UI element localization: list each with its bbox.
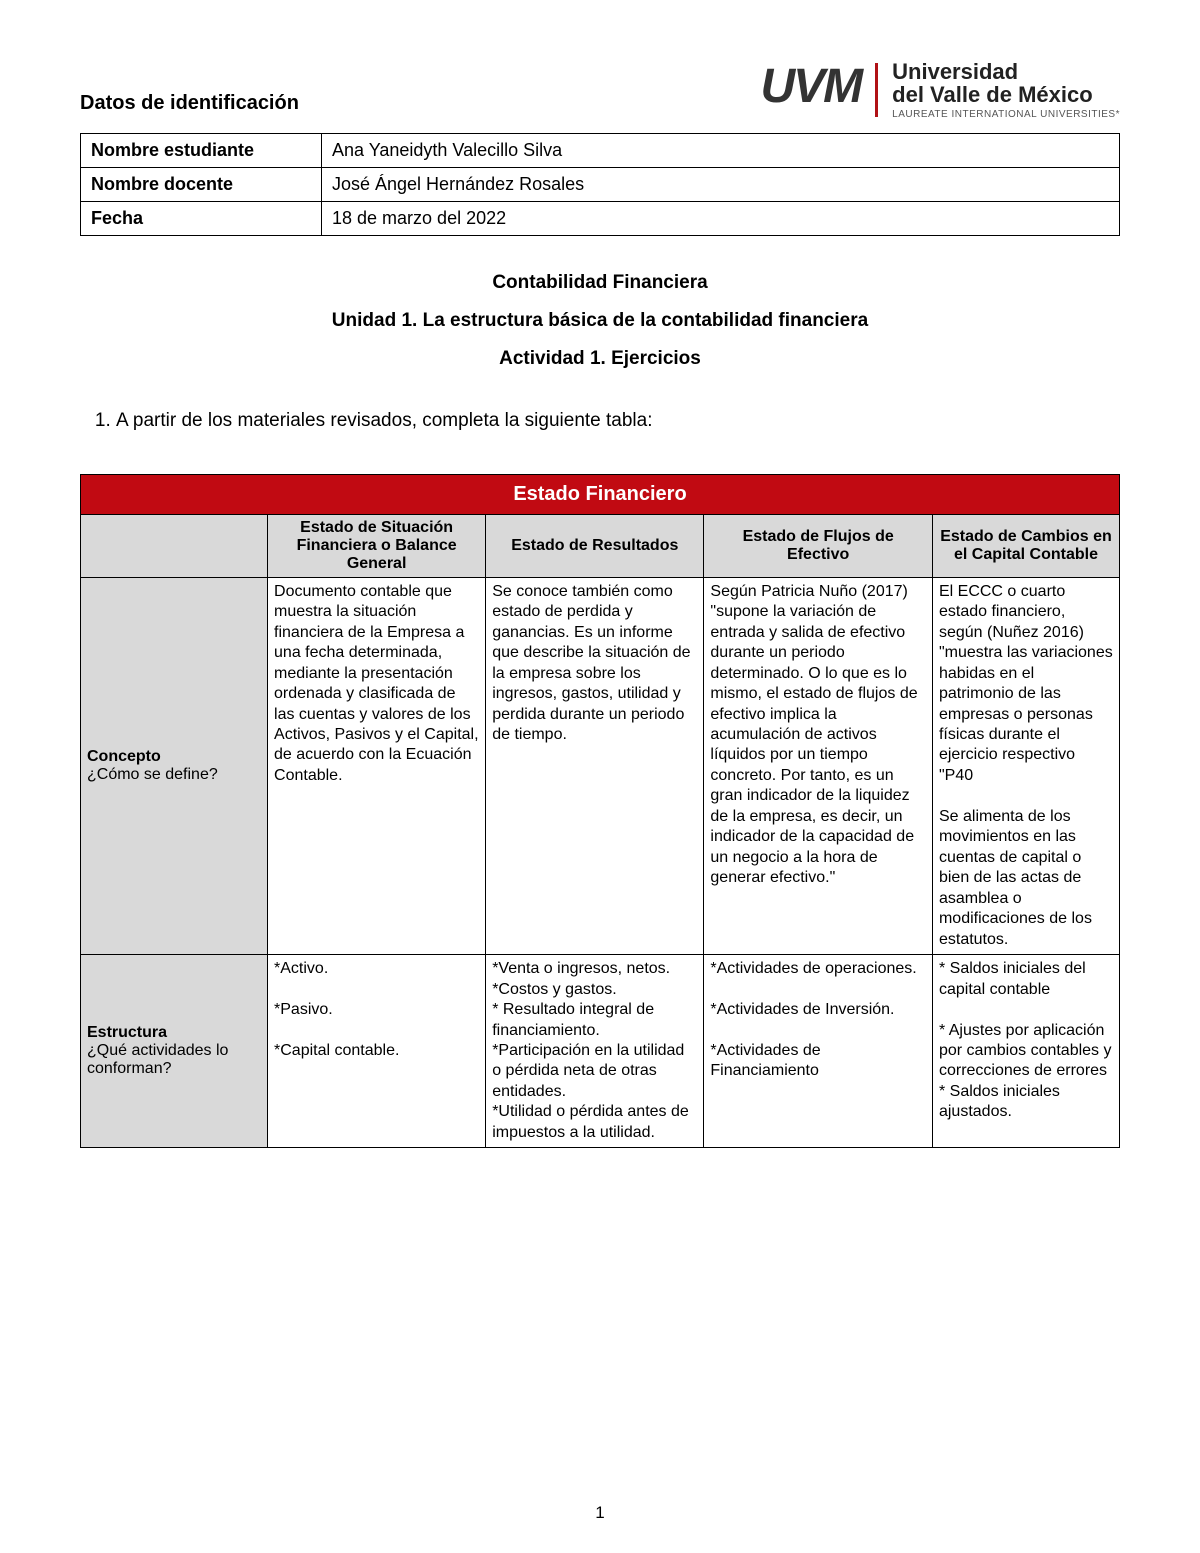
col-header: Estado de Cambios en el Capital Contable [932, 514, 1119, 577]
teacher-label: Nombre docente [81, 167, 322, 201]
table-row: Nombre docente José Ángel Hernández Rosa… [81, 167, 1120, 201]
date-value: 18 de marzo del 2022 [322, 201, 1120, 235]
row-header-estructura: Estructura ¿Qué actividades lo conforman… [81, 955, 268, 1148]
uni-name-line2: del Valle de México [892, 83, 1120, 106]
uni-tagline: LAUREATE INTERNATIONAL UNIVERSITIES* [892, 110, 1120, 121]
table-row: Estructura ¿Qué actividades lo conforman… [81, 955, 1120, 1148]
cell-text: Se conoce también como estado de perdida… [492, 582, 697, 746]
cell-text: Documento contable que muestra la situac… [274, 582, 479, 787]
table-cell: Según Patricia Nuño (2017) "supone la va… [704, 577, 933, 954]
cell-text: Según Patricia Nuño (2017) "supone la va… [710, 582, 926, 889]
uvm-logo-acronym: UVM [760, 63, 878, 117]
table-corner-empty [81, 514, 268, 577]
page: Datos de identificación UVM Universidad … [0, 0, 1200, 1553]
table-banner: Estado Financiero [81, 474, 1120, 514]
table-row: Nombre estudiante Ana Yaneidyth Valecill… [81, 133, 1120, 167]
id-section-title: Datos de identificación [80, 92, 299, 115]
cell-text: *Venta o ingresos, netos. *Costos y gast… [492, 959, 697, 1143]
unit-title: Unidad 1. La estructura básica de la con… [80, 302, 1120, 340]
financial-statements-table: Estado Financiero Estado de Situación Fi… [80, 474, 1120, 1149]
row-header-concepto: Concepto ¿Cómo se define? [81, 577, 268, 954]
table-row: Fecha 18 de marzo del 2022 [81, 201, 1120, 235]
table-cell: Se conoce también como estado de perdida… [486, 577, 704, 954]
table-cell: *Activo. *Pasivo. *Capital contable. [268, 955, 486, 1148]
instruction-block: A partir de los materiales revisados, co… [80, 410, 1120, 432]
row-title: Estructura [87, 1024, 167, 1041]
row-subtitle: ¿Cómo se define? [87, 766, 218, 783]
table-cell: *Actividades de operaciones. *Actividade… [704, 955, 933, 1148]
activity-title: Actividad 1. Ejercicios [80, 340, 1120, 378]
instruction-item: A partir de los materiales revisados, co… [116, 410, 1120, 432]
page-header: Datos de identificación UVM Universidad … [80, 60, 1120, 121]
row-title: Concepto [87, 748, 161, 765]
logo-block: UVM Universidad del Valle de México LAUR… [760, 60, 1120, 121]
teacher-value: José Ángel Hernández Rosales [322, 167, 1120, 201]
page-number: 1 [0, 1503, 1200, 1523]
col-header: Estado de Flujos de Efectivo [704, 514, 933, 577]
table-row: Concepto ¿Cómo se define? Documento cont… [81, 577, 1120, 954]
table-cell: *Venta o ingresos, netos. *Costos y gast… [486, 955, 704, 1148]
table-row: Estado Financiero [81, 474, 1120, 514]
table-cell: El ECCC o cuarto estado financiero, segú… [932, 577, 1119, 954]
identification-table: Nombre estudiante Ana Yaneidyth Valecill… [80, 133, 1120, 236]
student-value: Ana Yaneidyth Valecillo Silva [322, 133, 1120, 167]
col-header: Estado de Situación Financiera o Balance… [268, 514, 486, 577]
student-label: Nombre estudiante [81, 133, 322, 167]
table-row: Estado de Situación Financiera o Balance… [81, 514, 1120, 577]
uni-name-line1: Universidad [892, 60, 1120, 83]
document-headings: Contabilidad Financiera Unidad 1. La est… [80, 264, 1120, 378]
cell-text: El ECCC o cuarto estado financiero, segú… [939, 582, 1113, 950]
cell-text: *Activo. *Pasivo. *Capital contable. [274, 959, 479, 1061]
col-header: Estado de Resultados [486, 514, 704, 577]
cell-text: *Actividades de operaciones. *Actividade… [710, 959, 926, 1082]
cell-text: * Saldos iniciales del capital contable … [939, 959, 1113, 1123]
table-cell: Documento contable que muestra la situac… [268, 577, 486, 954]
row-subtitle: ¿Qué actividades lo conforman? [87, 1042, 228, 1077]
date-label: Fecha [81, 201, 322, 235]
table-cell: * Saldos iniciales del capital contable … [932, 955, 1119, 1148]
course-title: Contabilidad Financiera [80, 264, 1120, 302]
uvm-logo-text: Universidad del Valle de México LAUREATE… [892, 60, 1120, 121]
